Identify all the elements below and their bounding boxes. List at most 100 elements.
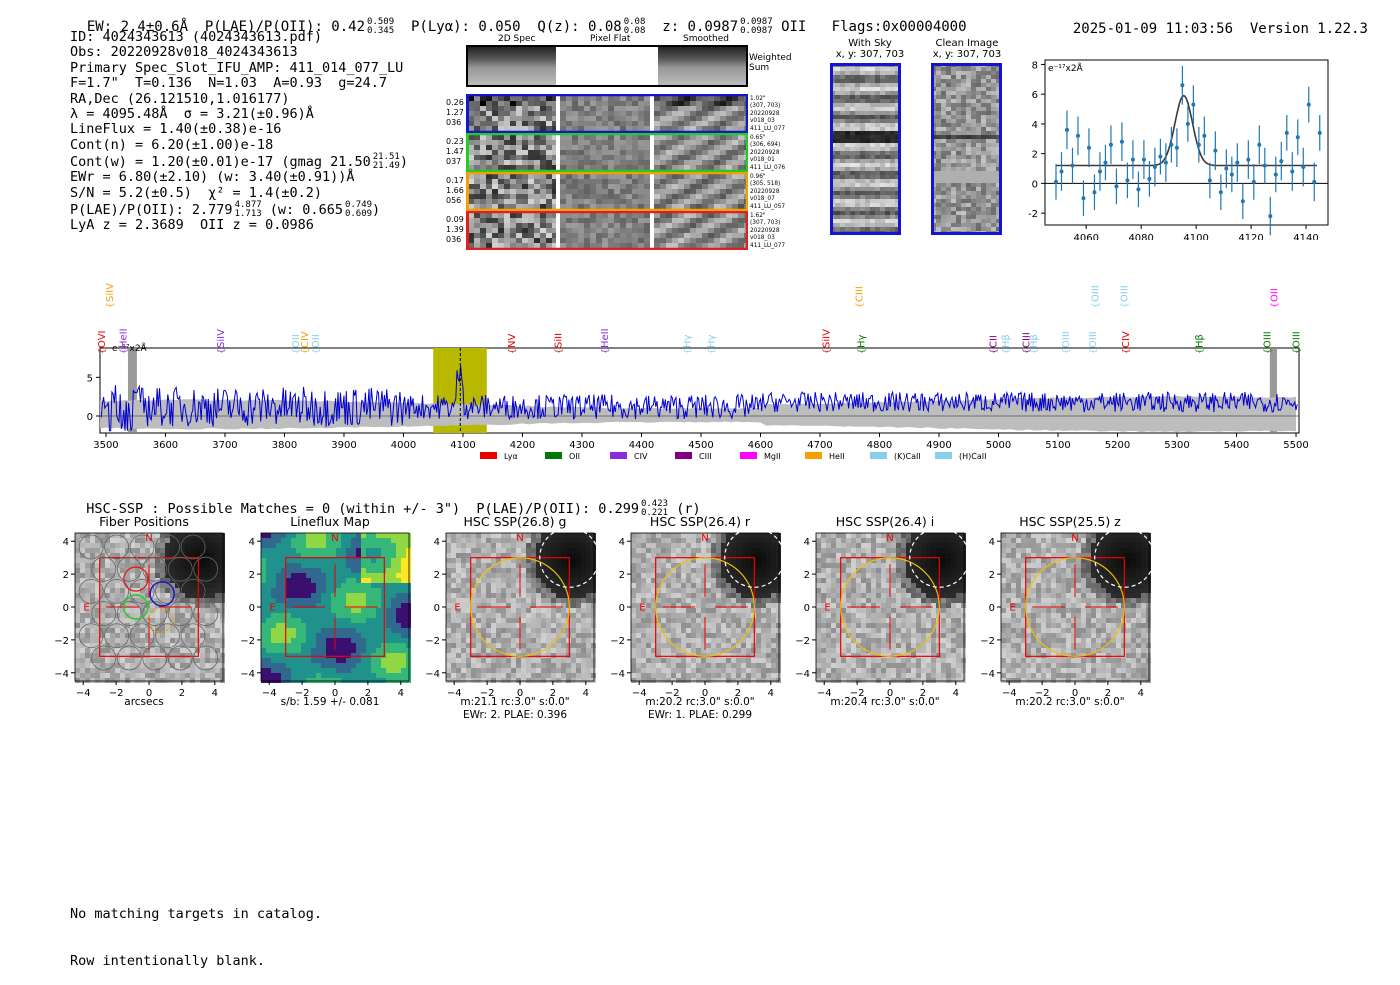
hsc-pixel bbox=[115, 578, 120, 583]
cutout-pixel bbox=[678, 101, 684, 106]
lineflux-pixel bbox=[306, 668, 311, 673]
sky-pixel bbox=[956, 67, 961, 71]
sky-pixel bbox=[880, 79, 885, 83]
lineflux-pixel bbox=[386, 623, 391, 628]
lineflux-pixel bbox=[396, 648, 401, 653]
sky-pixel bbox=[956, 163, 961, 167]
hsc-pixel bbox=[576, 533, 581, 538]
cutout-pixel bbox=[480, 223, 486, 228]
sky-pixel bbox=[870, 195, 875, 199]
cutout-pixel bbox=[632, 179, 638, 184]
spectrum-x-tick-label: 5300 bbox=[1164, 440, 1189, 451]
sky-pixel bbox=[981, 191, 986, 195]
lineflux-pixel bbox=[326, 648, 331, 653]
cutout-pixel bbox=[620, 233, 626, 238]
cutout-pixel bbox=[672, 194, 678, 199]
lineflux-pixel bbox=[361, 633, 366, 638]
cutout-pixel bbox=[492, 101, 498, 106]
sky-pixel bbox=[855, 119, 860, 123]
cutout-pixel bbox=[672, 179, 678, 184]
lineflux-pixel bbox=[321, 618, 326, 623]
cutout-pixel bbox=[522, 218, 528, 223]
cutout-pixel bbox=[492, 233, 498, 238]
hsc-pixel bbox=[220, 643, 225, 648]
cutout-pixel bbox=[720, 145, 726, 150]
lineflux-pixel bbox=[336, 633, 341, 638]
lineflux-pixel bbox=[311, 538, 316, 543]
hsc-pixel bbox=[100, 678, 105, 683]
cutout-pixel bbox=[504, 179, 510, 184]
sky-pixel bbox=[946, 135, 951, 139]
cutout-pixel bbox=[522, 155, 528, 160]
hsc-pixel bbox=[140, 638, 145, 643]
hsc-pixel bbox=[200, 588, 205, 593]
hsc-pixel bbox=[586, 548, 591, 553]
cutout-pixel bbox=[638, 160, 644, 165]
sky-pixel bbox=[875, 91, 880, 95]
hsc-pixel bbox=[205, 678, 210, 683]
sky-pixel bbox=[946, 223, 951, 227]
lineflux-pixel bbox=[321, 653, 326, 658]
cutout-pixel bbox=[696, 179, 702, 184]
lineflux-pixel bbox=[296, 678, 301, 683]
sky-pixel bbox=[971, 79, 976, 83]
sky-pixel bbox=[971, 159, 976, 163]
hsc-pixel bbox=[536, 543, 541, 548]
sky-pixel bbox=[865, 179, 870, 183]
cutout-pixel bbox=[602, 174, 608, 179]
hsc-pixel bbox=[105, 648, 110, 653]
sky-pixel bbox=[966, 107, 971, 111]
hsc-pixel bbox=[521, 548, 526, 553]
cutout-pixel bbox=[690, 243, 696, 248]
cutout-pixel bbox=[590, 179, 596, 184]
hsc-pixel bbox=[205, 583, 210, 588]
spectrum-legend-swatch bbox=[610, 452, 627, 459]
sky-pixel bbox=[860, 131, 865, 135]
lineflux-pixel bbox=[341, 668, 346, 673]
cutout-pixel bbox=[566, 238, 572, 243]
cutout-pixel bbox=[492, 228, 498, 233]
cutout-pixel bbox=[726, 204, 732, 209]
sky-pixel bbox=[971, 87, 976, 91]
hsc-pixel bbox=[215, 548, 220, 553]
lineflux-pixel bbox=[386, 543, 391, 548]
cutout-pixel bbox=[528, 111, 534, 116]
cutout-pixel bbox=[578, 243, 584, 248]
hsc-pixel bbox=[165, 678, 170, 683]
hsc-pixel bbox=[160, 583, 165, 588]
lineflux-pixel bbox=[371, 543, 376, 548]
sky-pixel bbox=[951, 147, 956, 151]
sky-pixel bbox=[991, 155, 996, 159]
sky-pixel bbox=[875, 227, 880, 231]
cutout-pixel bbox=[732, 194, 738, 199]
cutout-pixel bbox=[546, 106, 552, 111]
cutout-pixel bbox=[726, 111, 732, 116]
sky-pixel bbox=[966, 207, 971, 211]
hsc-y-tick-label: −2 bbox=[240, 636, 255, 647]
spectral-line-brace: { bbox=[106, 302, 116, 308]
sky-pixel bbox=[971, 211, 976, 215]
cutout-pixel bbox=[540, 121, 546, 126]
lineflux-pixel bbox=[276, 568, 281, 573]
sky-pixel bbox=[855, 71, 860, 75]
hsc-pixel bbox=[105, 563, 110, 568]
lineflux-pixel bbox=[401, 618, 406, 623]
cutout-pixel bbox=[632, 189, 638, 194]
lineflux-pixel bbox=[296, 583, 301, 588]
cutout-pixel bbox=[566, 145, 572, 150]
lineflux-pixel bbox=[336, 613, 341, 618]
hsc-pixel bbox=[75, 553, 80, 558]
cutout-pixel bbox=[632, 155, 638, 160]
lineflux-pixel bbox=[401, 668, 406, 673]
lineflux-pixel bbox=[346, 618, 351, 623]
cutout-pixel bbox=[510, 101, 516, 106]
sky-pixel bbox=[966, 67, 971, 71]
lineflux-pixel bbox=[406, 678, 411, 683]
sky-pixel bbox=[835, 215, 840, 219]
hsc-pixel bbox=[170, 673, 175, 678]
cutout-pixel bbox=[672, 111, 678, 116]
hsc-pixel bbox=[170, 653, 175, 658]
sky-pixel bbox=[880, 139, 885, 143]
hsc-pixel bbox=[566, 548, 571, 553]
cutout-pixel bbox=[672, 145, 678, 150]
